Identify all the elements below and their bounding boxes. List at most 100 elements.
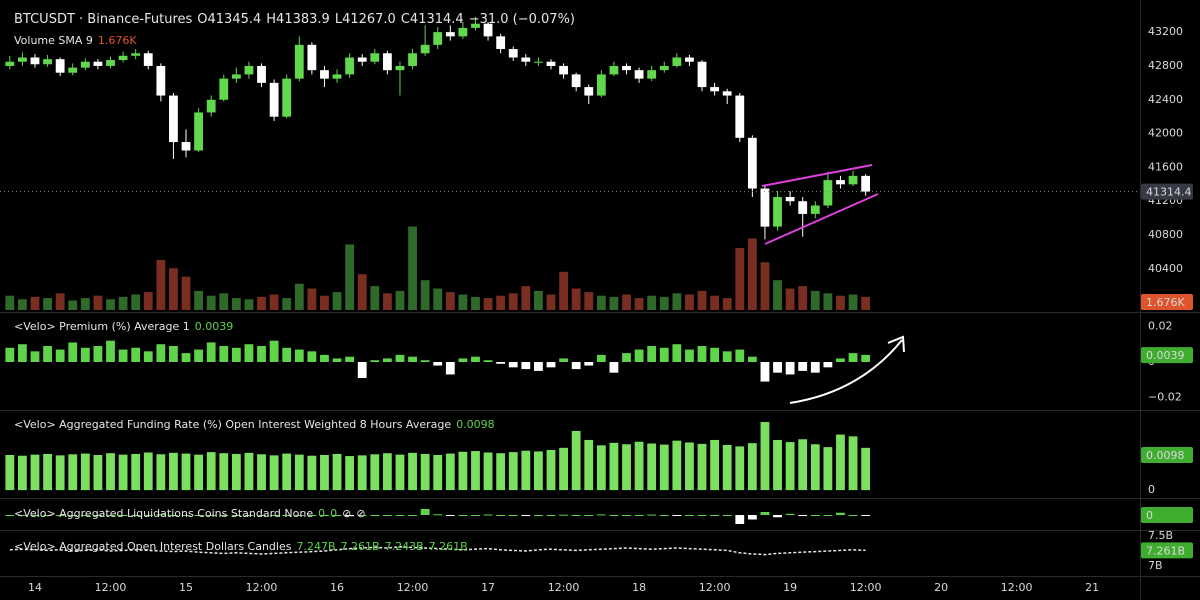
bar: [534, 451, 543, 491]
bar: [458, 515, 468, 516]
bar: [68, 454, 78, 491]
bar: [219, 346, 229, 362]
bar: [307, 288, 317, 310]
bar: [294, 454, 304, 491]
bar: [156, 344, 166, 362]
bar: [508, 515, 518, 516]
marks: 14 12:00 15 12:00 16 12:00 17 12:00 18 12:00 19 12:…: [0, 16, 1183, 594]
bar: [710, 515, 720, 516]
bar: [496, 295, 506, 310]
x-tick-label: 12:00: [548, 581, 580, 594]
bar: [496, 515, 506, 516]
bar: [445, 362, 455, 375]
candle-body: [571, 74, 581, 88]
bar: [546, 515, 556, 516]
candle-body: [445, 32, 455, 37]
bar: [80, 453, 90, 491]
bar: [194, 290, 204, 310]
bar: [370, 360, 380, 362]
bar: [194, 454, 204, 491]
bar: [382, 293, 392, 310]
bar: [534, 515, 543, 516]
bar: [30, 454, 40, 491]
candle-body: [685, 57, 694, 62]
y-tick-label: 43200: [1148, 25, 1183, 38]
bar: [433, 514, 443, 516]
bar: [785, 288, 795, 310]
bar: [181, 453, 191, 491]
bar: [697, 290, 707, 310]
bar: [508, 452, 518, 491]
bar: [420, 360, 430, 362]
legend-open-interest: <Velo> Aggregated Open Interest Dollars …: [14, 540, 473, 553]
close-value: C41314.4: [400, 12, 464, 27]
line: [9, 546, 866, 556]
x-tick-label: 15: [179, 581, 193, 594]
bar: [408, 356, 417, 362]
bar: [483, 514, 493, 516]
bar: [760, 512, 770, 515]
bar: [685, 349, 694, 362]
candle-body: [294, 44, 304, 79]
bar: [735, 248, 745, 310]
candle-body: [244, 65, 254, 75]
indicator-value: 7.261B: [340, 540, 380, 553]
bar: [622, 353, 631, 362]
bar: [433, 288, 443, 310]
candle-body: [5, 61, 15, 66]
candle-body: [80, 61, 90, 68]
bar: [370, 454, 380, 491]
bar: [609, 515, 619, 516]
bar: [571, 362, 581, 370]
bar: [798, 286, 808, 310]
bar: [471, 515, 480, 516]
bar: [219, 453, 229, 491]
candle-body: [596, 74, 606, 96]
bar: [697, 443, 707, 491]
bar: [382, 453, 392, 491]
bar: [43, 515, 52, 516]
bar: [647, 295, 657, 310]
bar: [345, 356, 355, 362]
bar: [357, 515, 367, 516]
bar: [370, 286, 380, 310]
candle-body: [395, 65, 405, 71]
bar: [559, 358, 568, 362]
bar: [471, 356, 480, 362]
candle-body: [747, 137, 757, 189]
bar: [231, 347, 241, 362]
bar: [659, 347, 669, 362]
bar: [785, 513, 795, 515]
bar: [609, 362, 619, 373]
bar: [395, 354, 405, 362]
bar: [508, 293, 518, 310]
candle-body: [785, 197, 795, 202]
candle-body: [370, 53, 380, 62]
bar: [521, 362, 531, 370]
bar: [848, 515, 858, 516]
y-tick-label: 0.02: [1148, 319, 1173, 332]
price-tag: [1141, 347, 1193, 364]
bar: [131, 515, 141, 516]
bar: [420, 509, 430, 515]
candle-body: [93, 61, 103, 66]
indicator-value: 7.247B: [296, 540, 336, 553]
bar: [798, 362, 808, 371]
bar: [710, 439, 720, 491]
bar: [382, 358, 392, 362]
candle-body: [521, 57, 531, 62]
x-tick-label: 12:00: [699, 581, 731, 594]
bar: [634, 298, 644, 310]
bar: [722, 298, 732, 310]
bar: [5, 347, 15, 362]
bar: [357, 455, 367, 491]
bar: [810, 362, 820, 373]
candle-body: [68, 67, 78, 73]
bar: [395, 290, 405, 310]
bar: [471, 451, 480, 491]
candle-body: [231, 74, 241, 79]
bar: [685, 294, 694, 310]
bar: [169, 515, 178, 516]
bar: [5, 455, 15, 491]
bar: [584, 292, 594, 310]
